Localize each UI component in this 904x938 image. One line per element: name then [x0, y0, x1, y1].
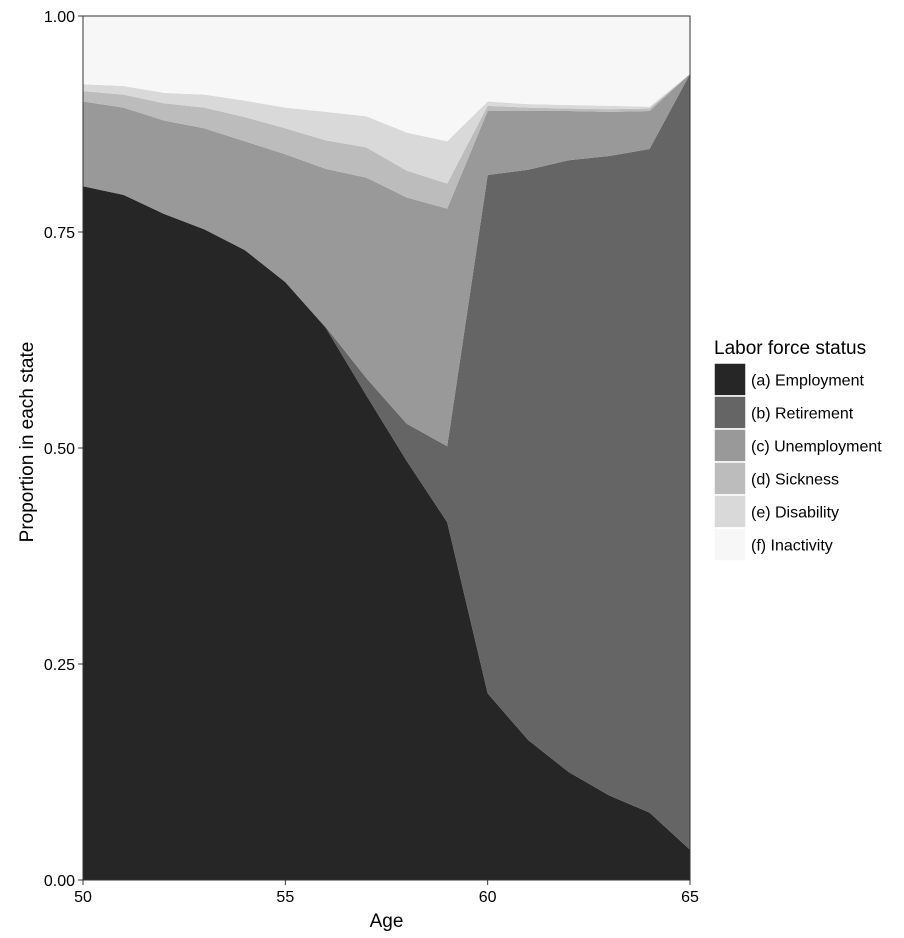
- area-series-3: [83, 73, 690, 447]
- area-series-1: [83, 186, 690, 880]
- legend-title: Labor force status: [714, 338, 866, 359]
- area-series-5: [83, 73, 690, 184]
- legend-key: [713, 527, 747, 562]
- legend-label: (a) Employment: [751, 373, 864, 390]
- x-axis: 50 55 60 65: [74, 880, 699, 906]
- legend-label: (c) Unemployment: [751, 439, 882, 456]
- y-tick-label: 1.00: [44, 9, 75, 26]
- y-axis: 0.00 0.25 0.50 0.75 1.00: [44, 9, 83, 890]
- area-series-6: [83, 16, 690, 142]
- x-tick-label: 65: [681, 889, 699, 906]
- y-tick-label: 0.25: [44, 657, 75, 674]
- area-series-4: [83, 73, 690, 209]
- legend-key: [713, 494, 747, 529]
- legend-label: (f) Inactivity: [751, 538, 833, 555]
- legend-label: (d) Sickness: [751, 472, 839, 489]
- legend-label: (b) Retirement: [751, 406, 854, 423]
- legend-label: (e) Disability: [751, 505, 839, 522]
- y-tick-label: 0.00: [44, 873, 75, 890]
- x-axis-title: Age: [370, 911, 404, 932]
- legend-items: (a) Employment (b) Retirement (c) Unemploy…: [713, 362, 882, 562]
- legend-key: [713, 395, 747, 430]
- area-series-2: [83, 73, 690, 850]
- legend: Labor force status (a) Employment (b) Ret…: [713, 338, 882, 562]
- legend-key: [713, 362, 747, 397]
- legend-key: [713, 428, 747, 463]
- x-tick-label: 55: [276, 889, 294, 906]
- y-tick-label: 0.50: [44, 441, 75, 458]
- legend-key: [713, 461, 747, 496]
- x-tick-label: 50: [74, 889, 92, 906]
- y-axis-title: Proportion in each state: [17, 342, 38, 543]
- stacked-areas: [83, 16, 690, 880]
- y-tick-label: 0.75: [44, 225, 75, 242]
- x-tick-label: 60: [479, 889, 497, 906]
